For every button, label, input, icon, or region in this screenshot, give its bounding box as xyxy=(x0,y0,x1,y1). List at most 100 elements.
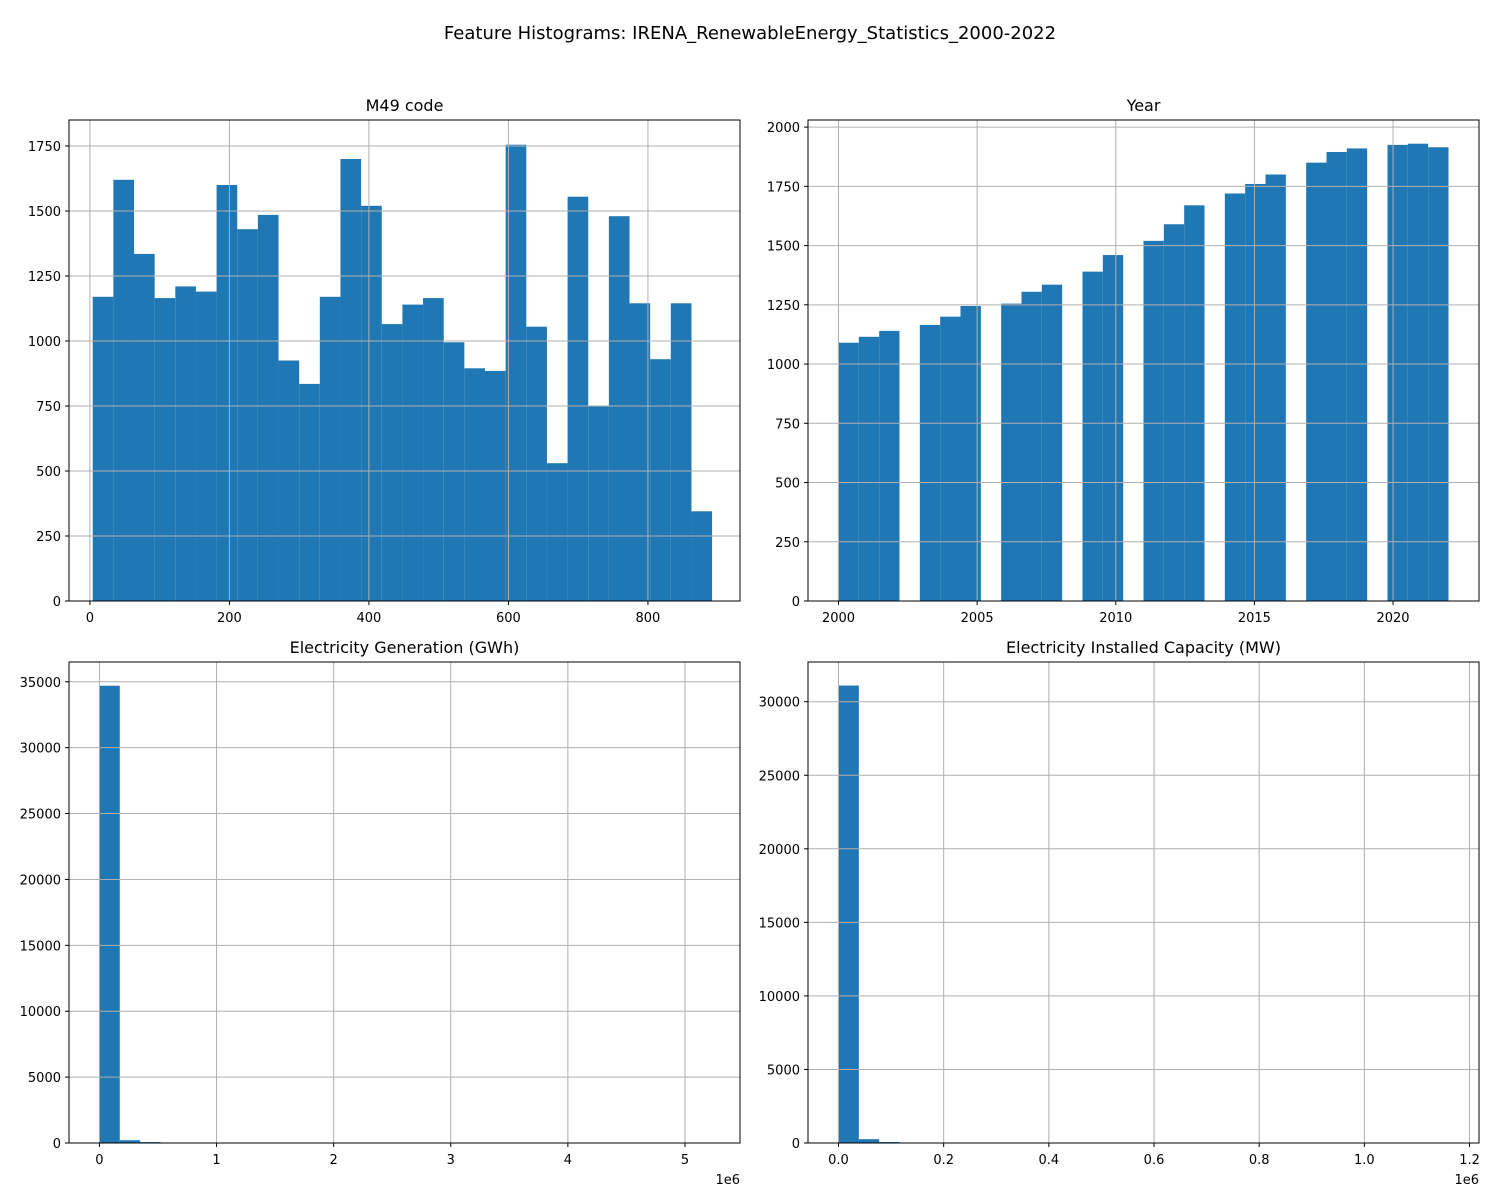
y-tick-label: 20000 xyxy=(759,843,800,858)
y-tick-label: 30000 xyxy=(20,742,61,757)
histogram-bar xyxy=(1407,143,1429,601)
x-tick-label: 0.6 xyxy=(1144,1153,1165,1168)
histogram-bar xyxy=(1326,151,1347,602)
histogram-bar xyxy=(175,286,196,601)
y-tick-label: 20000 xyxy=(20,873,61,888)
x-tick-label: 2000 xyxy=(822,611,855,626)
histogram-bar xyxy=(1346,148,1368,601)
histogram-panel: 0 200 400 600 800 0 250 500 750 1000 1250 1500 1750 M… xyxy=(28,96,741,626)
histogram-bar xyxy=(505,144,527,601)
histogram-panel: 0 1 2 3 4 5 0 5000 10000 15000 20000 25000 30000 3500… xyxy=(20,638,741,1188)
histogram-panel: 2000 2005 2010 2015 2020 0 250 500 750 1000 1250 15… xyxy=(767,96,1480,626)
histogram-bar xyxy=(1387,144,1408,601)
x-tick-label: 0.8 xyxy=(1249,1153,1270,1168)
histogram-bar xyxy=(299,383,320,601)
panel-title: M49 code xyxy=(366,96,444,115)
histogram-bar xyxy=(381,324,403,601)
histogram-bar xyxy=(629,303,651,601)
y-tick-label: 0 xyxy=(53,595,61,610)
x-tick-label: 200 xyxy=(217,611,242,626)
y-tick-label: 250 xyxy=(36,530,61,545)
x-tick-label: 2005 xyxy=(961,611,994,626)
x-tick-label: 1 xyxy=(212,1153,220,1168)
y-tick-label: 1750 xyxy=(28,140,61,155)
x-tick-label: 400 xyxy=(357,611,382,626)
y-tick-label: 1250 xyxy=(767,299,800,314)
axes-frame xyxy=(68,119,741,602)
x-tick-label: 2020 xyxy=(1376,611,1409,626)
axes-frame xyxy=(807,119,1480,602)
y-tick-label: 15000 xyxy=(20,939,61,954)
x-tick-label: 800 xyxy=(636,611,661,626)
x-axis-offset-label: 1e6 xyxy=(715,1173,740,1188)
histogram-bar xyxy=(546,463,568,601)
y-tick-label: 750 xyxy=(775,417,800,432)
histogram-bar xyxy=(464,368,485,601)
y-tick-label: 0 xyxy=(792,595,800,610)
y-tick-label: 25000 xyxy=(20,808,61,823)
histogram-bar xyxy=(838,342,859,601)
histogram-bar xyxy=(257,214,279,601)
histogram-bar xyxy=(113,179,135,602)
histogram-bar xyxy=(134,253,155,601)
y-tick-label: 1500 xyxy=(767,240,800,255)
histogram-bar xyxy=(340,159,362,601)
y-tick-label: 500 xyxy=(36,465,61,480)
x-tick-label: 0 xyxy=(95,1153,103,1168)
histogram-bar xyxy=(691,511,713,601)
y-tick-label: 2000 xyxy=(767,121,800,136)
histogram-bar xyxy=(319,296,341,601)
y-tick-label: 5000 xyxy=(767,1063,800,1078)
axes-frame xyxy=(807,661,1480,1144)
histogram-bar xyxy=(1021,291,1042,601)
histogram-bar xyxy=(879,330,900,601)
figure-title: Feature Histograms: IRENA_RenewableEnerg… xyxy=(444,23,1056,44)
histogram-bar xyxy=(278,360,300,601)
y-tick-label: 750 xyxy=(36,400,61,415)
y-tick-label: 0 xyxy=(792,1137,800,1152)
x-tick-label: 2 xyxy=(330,1153,338,1168)
y-tick-label: 15000 xyxy=(759,916,800,931)
histogram-bar xyxy=(1163,224,1185,601)
y-tick-label: 1000 xyxy=(767,358,800,373)
histogram-bar xyxy=(608,216,630,601)
x-tick-label: 0 xyxy=(86,611,94,626)
axes-frame xyxy=(68,661,741,1144)
y-tick-label: 1750 xyxy=(767,180,800,195)
histogram-bar xyxy=(119,1140,141,1143)
y-tick-label: 1000 xyxy=(28,335,61,350)
histogram-bar xyxy=(526,326,547,601)
histogram-bar xyxy=(195,291,217,601)
x-tick-label: 3 xyxy=(447,1153,455,1168)
y-tick-label: 0 xyxy=(53,1137,61,1152)
histogram-bar xyxy=(402,304,424,601)
y-tick-label: 1500 xyxy=(28,205,61,220)
y-tick-label: 30000 xyxy=(759,696,800,711)
histogram-bar xyxy=(154,298,176,601)
histogram-bar xyxy=(1265,174,1286,601)
x-tick-label: 2015 xyxy=(1238,611,1271,626)
x-tick-label: 600 xyxy=(496,611,521,626)
y-tick-label: 500 xyxy=(775,477,800,492)
histogram-bar xyxy=(960,306,981,601)
histogram-bar xyxy=(1001,303,1022,601)
histogram-bar xyxy=(940,316,961,601)
histogram-bar xyxy=(1224,193,1246,602)
histogram-bar xyxy=(237,229,258,601)
x-tick-label: 2010 xyxy=(1099,611,1132,626)
histogram-bar xyxy=(567,196,589,601)
histogram-panel: 0.0 0.2 0.4 0.6 0.8 1.0 1.2 0 5000 10000 15000 2000… xyxy=(759,638,1480,1188)
panel-title: Electricity Installed Capacity (MW) xyxy=(1006,638,1281,657)
histogram-bar xyxy=(588,406,609,601)
histogram-bar xyxy=(423,298,444,601)
x-tick-label: 0.0 xyxy=(828,1153,849,1168)
panel-title: Year xyxy=(1126,96,1161,115)
histogram-bar xyxy=(1143,240,1164,602)
y-tick-label: 250 xyxy=(775,536,800,551)
histogram-bar xyxy=(1184,205,1205,602)
y-tick-label: 35000 xyxy=(20,676,61,691)
histogram-bar xyxy=(484,370,506,601)
histogram-bar xyxy=(92,296,114,601)
histogram-bar xyxy=(443,342,465,601)
